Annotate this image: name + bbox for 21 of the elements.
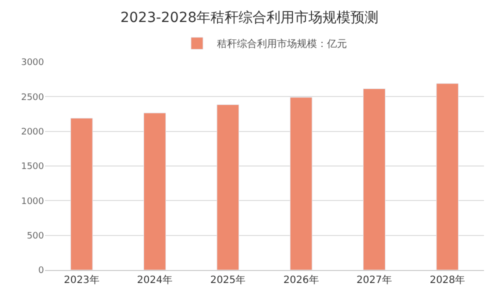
bar	[144, 112, 166, 270]
x-tick-label: 2027年	[356, 274, 392, 286]
x-tick-label: 2028年	[430, 274, 466, 286]
legend-label: 秸秆综合利用市场规模：亿元	[217, 38, 347, 50]
bar	[436, 83, 459, 270]
y-tick-label: 1500	[21, 162, 44, 172]
bar	[70, 118, 93, 270]
y-tick-label: 3000	[21, 58, 44, 68]
x-tick-label: 2023年	[64, 274, 100, 286]
x-tick-label: 2024年	[137, 274, 172, 286]
x-tick-label: 2025年	[210, 274, 246, 286]
bar	[216, 104, 240, 270]
y-tick-label: 0	[38, 266, 44, 276]
y-tick-label: 1000	[21, 196, 44, 207]
chart-title: 2023-2028年秸秆综合利用市场规模预测	[120, 10, 379, 26]
y-tick-label: 2500	[21, 92, 44, 103]
x-tick-label: 2026年	[283, 274, 319, 286]
bar	[290, 97, 312, 270]
bar	[363, 88, 386, 270]
y-tick-label: 2000	[21, 127, 44, 138]
y-tick-label: 500	[26, 231, 44, 242]
